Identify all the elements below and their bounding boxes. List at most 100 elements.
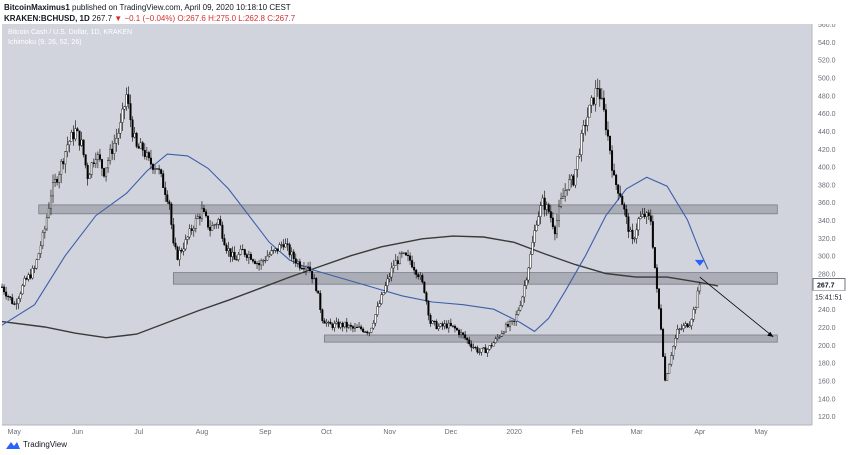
candle-body	[74, 128, 77, 140]
candle-body	[392, 265, 395, 269]
candle-body	[433, 320, 436, 322]
candle-body	[537, 216, 540, 226]
candle	[64, 150, 67, 174]
candle	[194, 214, 197, 233]
candle	[545, 201, 548, 216]
candle	[235, 255, 238, 261]
candle	[60, 158, 63, 184]
candle-body	[225, 244, 228, 251]
price-chart[interactable]: 560.0 540.0 520.0 500.0 480.0 460.0 440.0 420.0…	[0, 22, 850, 438]
candle	[645, 211, 648, 224]
candle	[660, 304, 663, 331]
candle-body	[164, 187, 167, 195]
author-name[interactable]: BitcoinMaximus1	[4, 3, 70, 12]
candle-body	[243, 249, 246, 255]
candle-body	[90, 162, 93, 175]
candle-body	[9, 296, 12, 298]
candle	[633, 236, 636, 243]
candle-body	[521, 296, 524, 306]
candle	[131, 116, 134, 142]
candle	[657, 288, 660, 310]
candle	[325, 318, 328, 327]
candle-body	[378, 303, 381, 307]
candle-body	[672, 345, 675, 356]
candle	[662, 327, 665, 358]
candle-body	[437, 326, 440, 330]
candle	[386, 274, 389, 292]
candle	[333, 320, 336, 332]
x-tick-label: Aug	[196, 429, 209, 436]
candle	[190, 224, 193, 235]
candle-body	[47, 207, 50, 218]
candle-body	[209, 226, 212, 231]
candle-body	[525, 279, 528, 286]
candle-body	[60, 161, 63, 175]
candle-body	[560, 198, 563, 207]
candle	[133, 126, 136, 139]
candle-body	[531, 242, 534, 255]
candle-body	[462, 332, 465, 335]
candle-body	[100, 159, 103, 169]
candle-body	[13, 303, 16, 305]
candle-body	[680, 328, 683, 330]
candle-body	[513, 320, 516, 322]
candle-body	[572, 175, 575, 186]
candle-body	[253, 261, 256, 264]
candle-body	[213, 224, 216, 226]
candle	[100, 158, 103, 177]
candle-body	[637, 218, 640, 231]
candle-body	[394, 260, 397, 266]
candle	[651, 215, 654, 250]
candle	[182, 242, 185, 256]
candle-body	[690, 319, 693, 326]
y-tick-label: 460.0	[818, 111, 836, 118]
candle	[635, 223, 638, 244]
candle-body	[323, 320, 326, 324]
candle	[637, 216, 640, 236]
x-tick-label: Jun	[72, 429, 83, 436]
candle-body	[590, 97, 593, 106]
candle-body	[302, 268, 305, 270]
candle	[31, 265, 34, 280]
candle	[25, 276, 28, 281]
x-tick-label: May	[754, 429, 768, 436]
candle-body	[149, 157, 152, 165]
candle	[286, 238, 289, 251]
candle	[429, 313, 432, 327]
candle-body	[641, 213, 644, 218]
candle	[619, 185, 622, 198]
x-tick-label: Mar	[631, 429, 644, 436]
candle-body	[221, 224, 224, 239]
candle	[323, 318, 326, 324]
candle	[23, 275, 26, 287]
candle-body	[502, 331, 505, 334]
candle	[527, 267, 530, 284]
tradingview-brand[interactable]: TradingView	[23, 440, 68, 449]
candle-body	[435, 321, 438, 330]
candle	[125, 87, 128, 111]
candle-body	[137, 146, 140, 149]
candle	[184, 234, 187, 251]
y-tick-label: 520.0	[818, 58, 836, 65]
candle-body	[629, 229, 632, 232]
candle-body	[294, 258, 297, 264]
y-tick-label: 300.0	[818, 254, 836, 261]
candle-body	[274, 248, 277, 251]
tradingview-logo-icon	[6, 441, 20, 449]
candle-body	[662, 328, 665, 357]
candle-body	[319, 293, 322, 310]
candle-body	[109, 148, 112, 161]
candle-body	[162, 173, 165, 188]
candle	[205, 209, 208, 218]
candle-body	[668, 364, 671, 374]
candle-body	[251, 259, 254, 262]
candle	[70, 129, 73, 142]
candle	[388, 272, 391, 283]
candle-body	[196, 216, 199, 219]
candle	[529, 250, 532, 270]
candle	[27, 272, 30, 282]
candle-body	[129, 103, 132, 121]
chart-area[interactable]: 560.0 540.0 520.0 500.0 480.0 460.0 440.0 420.0…	[0, 22, 850, 438]
candle-body	[390, 267, 393, 278]
candle	[647, 209, 650, 220]
